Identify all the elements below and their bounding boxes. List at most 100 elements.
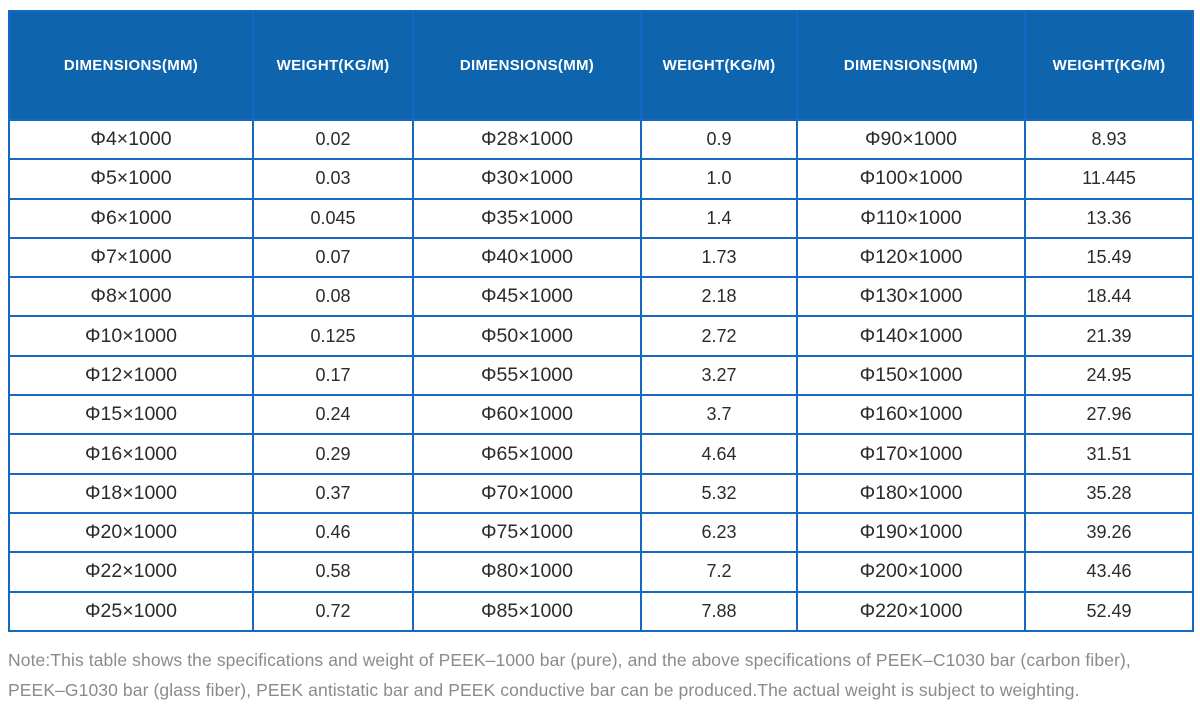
table-row: Φ12×1000 0.17 Φ55×1000 3.27 Φ150×1000 24.95 [8, 354, 1194, 397]
weight-cell: 0.37 [252, 472, 414, 514]
weight-cell: 18.44 [1024, 276, 1194, 318]
dimension-cell: Φ220×1000 [796, 590, 1026, 632]
dimension-cell: Φ200×1000 [796, 551, 1026, 593]
weight-cell: 0.02 [252, 118, 414, 161]
weight-cell: 8.93 [1024, 118, 1194, 161]
dimension-cell: Φ50×1000 [412, 315, 642, 357]
weight-cell: 4.64 [640, 433, 798, 475]
table-row: Φ6×1000 0.045 Φ35×1000 1.4 Φ110×1000 13.36 [8, 197, 1194, 239]
dimension-cell: Φ75×1000 [412, 511, 642, 554]
weight-cell: 35.28 [1024, 472, 1194, 514]
dimension-cell: Φ35×1000 [412, 197, 642, 239]
dimension-cell: Φ150×1000 [796, 354, 1026, 397]
table-row: Φ20×1000 0.46 Φ75×1000 6.23 Φ190×1000 39.26 [8, 511, 1194, 554]
column-header-dimensions-1: DIMENSIONS(MM) [8, 10, 254, 121]
weight-cell: 43.46 [1024, 551, 1194, 593]
dimension-cell: Φ22×1000 [8, 551, 254, 593]
dimension-cell: Φ100×1000 [796, 158, 1026, 200]
dimension-cell: Φ65×1000 [412, 433, 642, 475]
weight-cell: 0.045 [252, 197, 414, 239]
dimension-cell: Φ5×1000 [8, 158, 254, 200]
dimension-cell: Φ15×1000 [8, 394, 254, 436]
dimension-cell: Φ4×1000 [8, 118, 254, 161]
header-row: DIMENSIONS(MM) WEIGHT(KG/M) DIMENSIONS(M… [8, 10, 1194, 121]
dimension-cell: Φ25×1000 [8, 590, 254, 632]
dimension-cell: Φ20×1000 [8, 511, 254, 554]
dimension-cell: Φ80×1000 [412, 551, 642, 593]
dimension-cell: Φ160×1000 [796, 394, 1026, 436]
dimension-cell: Φ16×1000 [8, 433, 254, 475]
column-header-dimensions-3: DIMENSIONS(MM) [796, 10, 1026, 121]
dimension-cell: Φ6×1000 [8, 197, 254, 239]
table-row: Φ15×1000 0.24 Φ60×1000 3.7 Φ160×1000 27.96 [8, 394, 1194, 436]
note-line-2: PEEK–G1030 bar (glass fiber), PEEK antis… [8, 679, 1080, 700]
dimension-cell: Φ12×1000 [8, 354, 254, 397]
table-row: Φ8×1000 0.08 Φ45×1000 2.18 Φ130×1000 18.44 [8, 276, 1194, 318]
weight-cell: 0.72 [252, 590, 414, 632]
dimension-cell: Φ120×1000 [796, 236, 1026, 279]
weight-cell: 21.39 [1024, 315, 1194, 357]
weight-cell: 52.49 [1024, 590, 1194, 632]
peek-bar-spec-table: DIMENSIONS(MM) WEIGHT(KG/M) DIMENSIONS(M… [8, 10, 1194, 632]
weight-cell: 0.46 [252, 511, 414, 554]
weight-cell: 7.88 [640, 590, 798, 632]
table-row: Φ18×1000 0.37 Φ70×1000 5.32 Φ180×1000 35.28 [8, 472, 1194, 514]
weight-cell: 24.95 [1024, 354, 1194, 397]
table-row: Φ25×1000 0.72 Φ85×1000 7.88 Φ220×1000 52.49 [8, 590, 1194, 632]
dimension-cell: Φ55×1000 [412, 354, 642, 397]
weight-cell: 1.0 [640, 158, 798, 200]
dimension-cell: Φ110×1000 [796, 197, 1026, 239]
weight-cell: 0.58 [252, 551, 414, 593]
weight-cell: 6.23 [640, 511, 798, 554]
weight-cell: 7.2 [640, 551, 798, 593]
dimension-cell: Φ180×1000 [796, 472, 1026, 514]
dimension-cell: Φ140×1000 [796, 315, 1026, 357]
table-row: Φ4×1000 0.02 Φ28×1000 0.9 Φ90×1000 8.93 [8, 118, 1194, 161]
weight-cell: 27.96 [1024, 394, 1194, 436]
column-header-weight-3: WEIGHT(KG/M) [1024, 10, 1194, 121]
weight-cell: 11.445 [1024, 158, 1194, 200]
column-header-weight-1: WEIGHT(KG/M) [252, 10, 414, 121]
dimension-cell: Φ18×1000 [8, 472, 254, 514]
weight-cell: 3.27 [640, 354, 798, 397]
weight-cell: 13.36 [1024, 197, 1194, 239]
dimension-cell: Φ85×1000 [412, 590, 642, 632]
dimension-cell: Φ190×1000 [796, 511, 1026, 554]
weight-cell: 0.125 [252, 315, 414, 357]
dimension-cell: Φ170×1000 [796, 433, 1026, 475]
weight-cell: 3.7 [640, 394, 798, 436]
weight-cell: 2.18 [640, 276, 798, 318]
table-row: Φ16×1000 0.29 Φ65×1000 4.64 Φ170×1000 31.51 [8, 433, 1194, 475]
note: Note:This table shows the specifications… [8, 645, 1192, 704]
dimension-cell: Φ8×1000 [8, 276, 254, 318]
weight-cell: 31.51 [1024, 433, 1194, 475]
weight-cell: 0.24 [252, 394, 414, 436]
table-row: Φ22×1000 0.58 Φ80×1000 7.2 Φ200×1000 43.46 [8, 551, 1194, 593]
weight-cell: 0.9 [640, 118, 798, 161]
weight-cell: 5.32 [640, 472, 798, 514]
weight-cell: 0.17 [252, 354, 414, 397]
dimension-cell: Φ30×1000 [412, 158, 642, 200]
table-body: Φ4×1000 0.02 Φ28×1000 0.9 Φ90×1000 8.93 Φ5×100… [8, 118, 1194, 632]
table-row: Φ10×1000 0.125 Φ50×1000 2.72 Φ140×1000 21.39 [8, 315, 1194, 357]
dimension-cell: Φ10×1000 [8, 315, 254, 357]
weight-cell: 1.4 [640, 197, 798, 239]
note-line-1: Note:This table shows the specifications… [8, 649, 1131, 670]
weight-cell: 0.29 [252, 433, 414, 475]
weight-cell: 0.08 [252, 276, 414, 318]
dimension-cell: Φ60×1000 [412, 394, 642, 436]
table-row: Φ7×1000 0.07 Φ40×1000 1.73 Φ120×1000 15.49 [8, 236, 1194, 279]
dimension-cell: Φ70×1000 [412, 472, 642, 514]
dimension-cell: Φ45×1000 [412, 276, 642, 318]
weight-cell: 2.72 [640, 315, 798, 357]
weight-cell: 39.26 [1024, 511, 1194, 554]
dimension-cell: Φ7×1000 [8, 236, 254, 279]
weight-cell: 15.49 [1024, 236, 1194, 279]
weight-cell: 0.07 [252, 236, 414, 279]
weight-cell: 0.03 [252, 158, 414, 200]
table-row: Φ5×1000 0.03 Φ30×1000 1.0 Φ100×1000 11.445 [8, 158, 1194, 200]
dimension-cell: Φ40×1000 [412, 236, 642, 279]
dimension-cell: Φ90×1000 [796, 118, 1026, 161]
dimension-cell: Φ130×1000 [796, 276, 1026, 318]
